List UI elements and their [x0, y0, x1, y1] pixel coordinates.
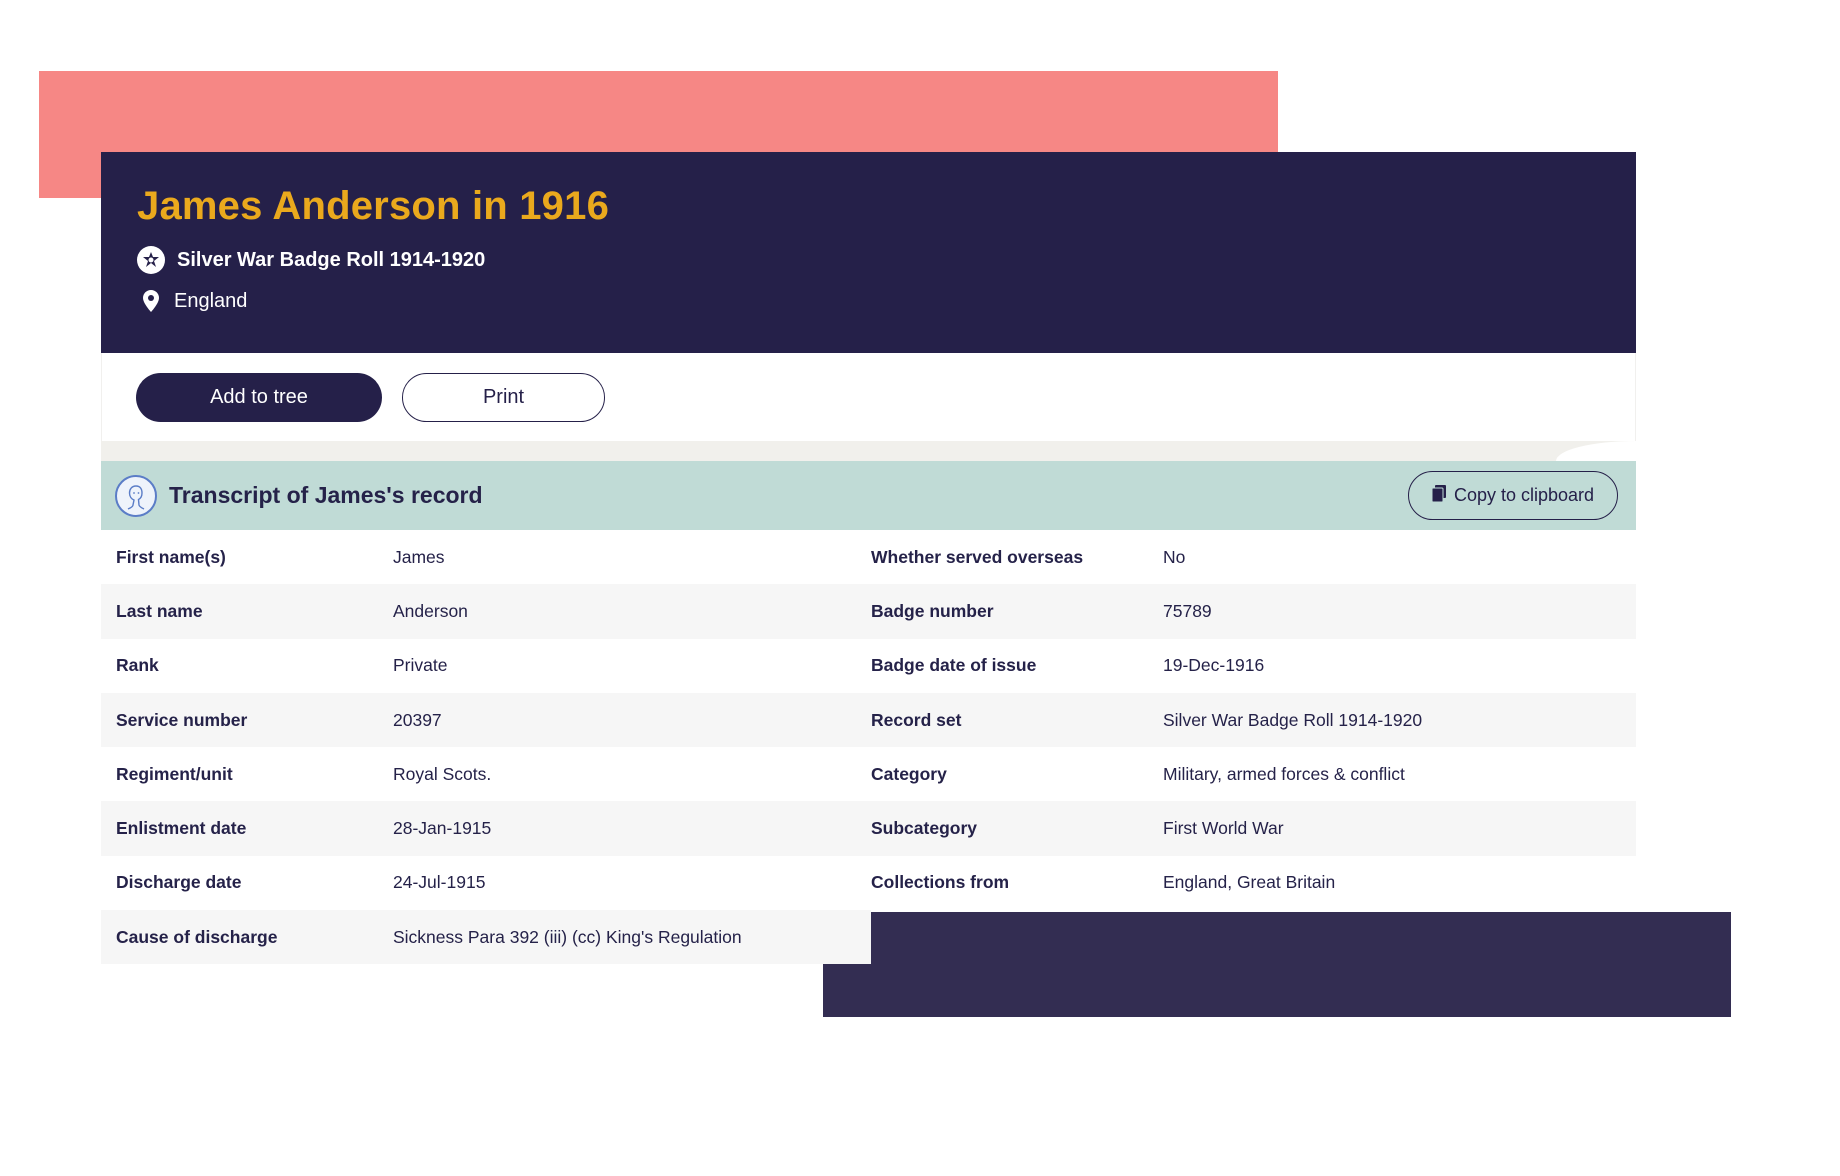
record-column-right: Whether served overseas No Badge number … — [871, 530, 1636, 964]
table-row: Cause of discharge Sickness Para 392 (ii… — [101, 910, 871, 965]
table-row: Subcategory First World War — [871, 801, 1636, 856]
table-row: Collections from England, Great Britain — [871, 855, 1636, 911]
place-row: England — [137, 289, 1636, 313]
field-label: Last name — [116, 600, 203, 621]
field-value: First World War — [1163, 818, 1284, 839]
table-row: Badge date of issue 19-Dec-1916 — [871, 638, 1636, 693]
table-row: Service number 20397 — [101, 692, 871, 748]
field-value: Silver War Badge Roll 1914-1920 — [1163, 709, 1423, 730]
table-row: Last name Anderson — [101, 584, 871, 639]
field-label: Service number — [116, 709, 248, 730]
field-value: England, Great Britain — [1163, 872, 1336, 893]
add-to-tree-button[interactable]: Add to tree — [136, 372, 382, 422]
field-label: Cause of discharge — [116, 926, 278, 947]
field-value: No — [1163, 546, 1186, 567]
page-title: James Anderson in 1916 — [137, 184, 610, 228]
record-column-left: First name(s) James Last name Anderson R… — [101, 530, 871, 965]
collection-name: Silver War Badge Roll 1914-1920 — [177, 248, 486, 271]
record-header: James Anderson in 1916 Silver War Badge … — [101, 152, 1636, 353]
section-divider — [101, 441, 1636, 461]
print-button[interactable]: Print — [402, 372, 605, 422]
field-label: Enlistment date — [116, 818, 247, 839]
map-pin-icon — [140, 289, 162, 313]
field-label: Badge number — [871, 600, 994, 621]
field-value: Private — [393, 655, 448, 676]
field-value: Royal Scots. — [393, 763, 492, 784]
field-value: 20397 — [393, 709, 442, 730]
table-row: Record set Silver War Badge Roll 1914-19… — [871, 692, 1636, 748]
action-bar: Add to tree Print — [101, 353, 1636, 441]
field-value: Anderson — [393, 600, 468, 621]
record-transcript-table: First name(s) James Last name Anderson R… — [101, 530, 1636, 965]
decorative-navy-block — [823, 912, 1731, 1017]
field-label: Record set — [871, 709, 962, 730]
field-label: Badge date of issue — [871, 655, 1037, 676]
field-label: Whether served overseas — [871, 546, 1084, 567]
table-row: Discharge date 24-Jul-1915 — [101, 855, 871, 911]
copy-label: Copy to clipboard — [1453, 485, 1595, 505]
field-label: Subcategory — [871, 818, 977, 839]
field-value: 28-Jan-1915 — [393, 818, 492, 839]
person-portrait-icon — [115, 474, 157, 517]
table-row: Badge number 75789 — [871, 584, 1636, 639]
transcript-header: Transcript of James's record Copy to cli… — [101, 461, 1636, 530]
record-card: James Anderson in 1916 Silver War Badge … — [101, 152, 1636, 965]
field-value: Sickness Para 392 (iii) (cc) King's Regu… — [393, 926, 742, 947]
transcript-title: Transcript of James's record — [169, 482, 483, 508]
collection-row: Silver War Badge Roll 1914-1920 — [137, 246, 1636, 274]
field-value: Military, armed forces & conflict — [1163, 763, 1405, 784]
field-label: Regiment/unit — [116, 763, 233, 784]
field-label: Discharge date — [116, 872, 242, 893]
place-name: England — [174, 289, 248, 312]
field-label: First name(s) — [116, 546, 226, 567]
table-row: Category Military, armed forces & confli… — [871, 747, 1636, 802]
table-row: First name(s) James — [101, 530, 871, 585]
clipboard-icon — [1431, 484, 1446, 507]
field-value: 75789 — [1163, 600, 1212, 621]
table-row: Whether served overseas No — [871, 530, 1636, 585]
table-row: Rank Private — [101, 638, 871, 693]
field-value: James — [393, 546, 445, 567]
badge-icon — [137, 246, 165, 274]
field-label: Category — [871, 763, 947, 784]
table-row: Regiment/unit Royal Scots. — [101, 747, 871, 802]
field-label: Rank — [116, 655, 159, 676]
field-label: Collections from — [871, 872, 1010, 893]
copy-to-clipboard-button[interactable]: Copy to clipboard — [1408, 471, 1618, 520]
table-row: Enlistment date 28-Jan-1915 — [101, 801, 871, 856]
field-value: 19-Dec-1916 — [1163, 655, 1265, 676]
field-value: 24-Jul-1915 — [393, 872, 486, 893]
